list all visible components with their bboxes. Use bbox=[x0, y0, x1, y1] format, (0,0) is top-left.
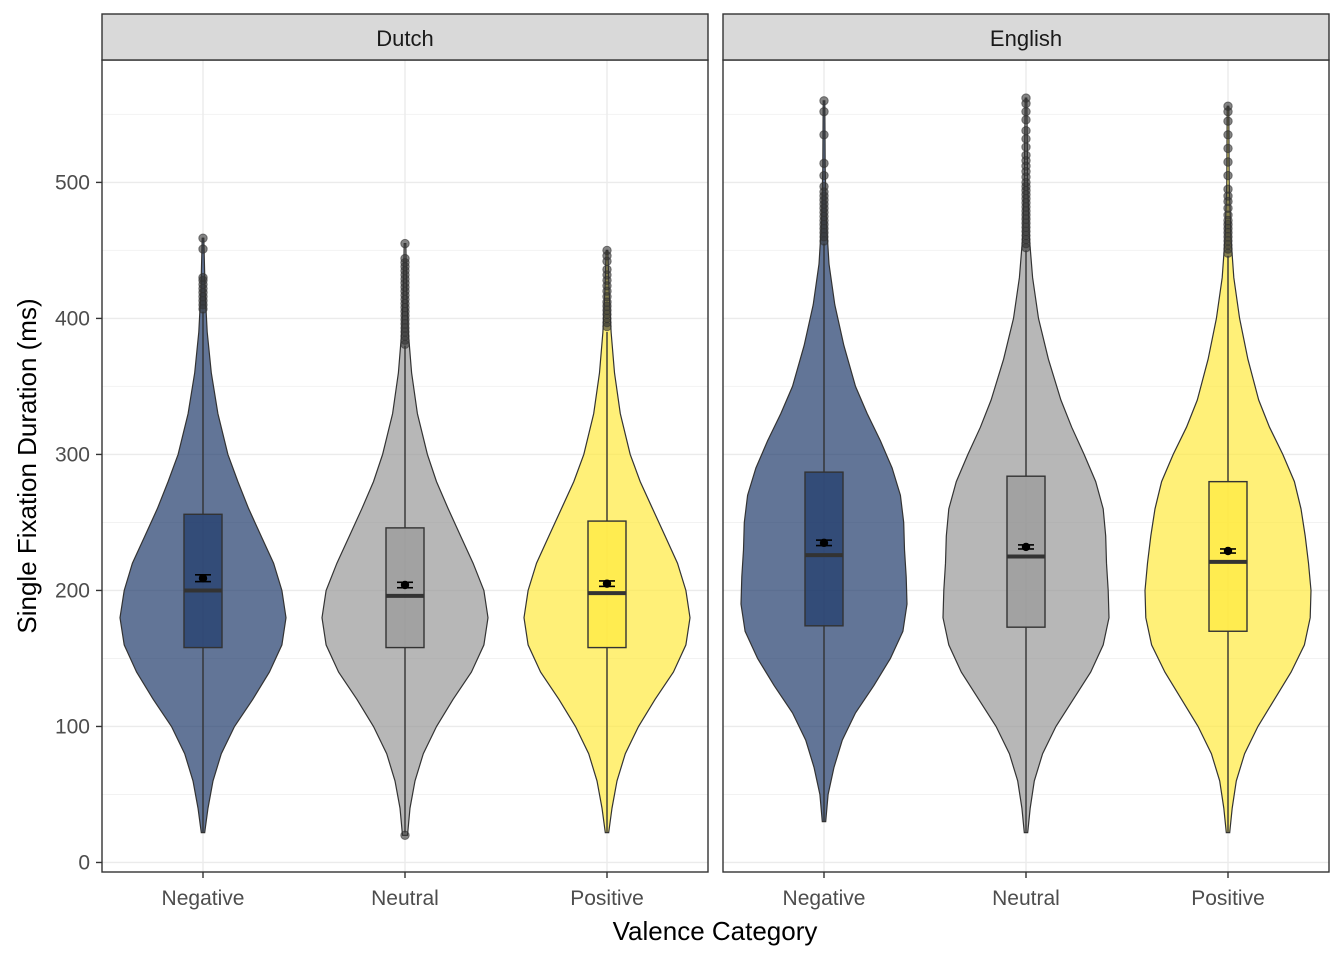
outlier-point bbox=[1223, 184, 1233, 194]
y-tick-label: 400 bbox=[55, 307, 90, 330]
strip-label: Dutch bbox=[376, 26, 433, 51]
outlier-point bbox=[819, 170, 829, 181]
outlier-point bbox=[1223, 143, 1233, 154]
outlier-point bbox=[198, 244, 208, 254]
box bbox=[1006, 475, 1046, 628]
outlier-point bbox=[1021, 93, 1031, 103]
panel-english: English bbox=[722, 13, 1330, 873]
y-tick-label: 100 bbox=[55, 715, 90, 738]
panel-dutch: Dutch bbox=[101, 13, 709, 873]
violin-group-neutral bbox=[942, 93, 1110, 834]
outlier-point bbox=[1223, 116, 1233, 126]
mean-point bbox=[1223, 546, 1233, 556]
outlier-point bbox=[1223, 170, 1233, 181]
outlier-point bbox=[1021, 115, 1031, 125]
violin-group-neutral bbox=[321, 238, 489, 840]
x-tick-label: Neutral bbox=[371, 887, 439, 910]
mean-point bbox=[602, 579, 612, 588]
violins bbox=[740, 93, 1312, 834]
x-axis: Negative Neutral Positive Negative Neutral Po… bbox=[162, 872, 1265, 910]
outlier-point bbox=[602, 245, 612, 256]
y-tick-label: 500 bbox=[55, 171, 90, 194]
violin-group-positive bbox=[523, 245, 691, 834]
outlier-point bbox=[400, 830, 410, 840]
violin-group-negative bbox=[740, 96, 908, 823]
outlier-point bbox=[819, 106, 829, 117]
outlier-point bbox=[819, 181, 829, 192]
outlier-point bbox=[1021, 126, 1031, 136]
outlier-point bbox=[819, 130, 829, 140]
y-axis: 0 100 200 300 400 500 bbox=[55, 171, 102, 874]
outlier-point bbox=[400, 238, 410, 249]
x-tick-label: Negative bbox=[783, 887, 866, 910]
strip-background bbox=[101, 13, 709, 61]
outlier-point bbox=[400, 253, 410, 264]
mean-point bbox=[400, 580, 410, 590]
outlier-point bbox=[1021, 134, 1031, 144]
violins bbox=[119, 233, 691, 840]
box bbox=[1208, 480, 1248, 632]
outlier-point bbox=[198, 272, 208, 283]
mean-point bbox=[1021, 542, 1031, 552]
x-axis-title: Valence Category bbox=[613, 916, 818, 946]
mean-point bbox=[198, 574, 208, 583]
box bbox=[804, 471, 844, 627]
outlier-point bbox=[198, 233, 208, 243]
outlier-point bbox=[602, 264, 612, 275]
violin-group-negative bbox=[119, 233, 287, 834]
outlier-point bbox=[1223, 157, 1233, 167]
y-tick-label: 200 bbox=[55, 579, 90, 602]
outlier-point bbox=[819, 158, 829, 169]
outlier-point bbox=[1223, 101, 1233, 111]
x-tick-label: Positive bbox=[1191, 887, 1265, 910]
outlier-point bbox=[819, 96, 829, 106]
y-axis-title: Single Fixation Duration (ms) bbox=[12, 298, 42, 633]
outlier-point bbox=[1223, 130, 1233, 140]
outlier-point bbox=[1021, 106, 1031, 117]
outlier-point bbox=[1021, 142, 1031, 152]
mean-point bbox=[819, 538, 829, 548]
strip-label: English bbox=[990, 26, 1062, 51]
strip-background bbox=[722, 13, 1330, 61]
x-tick-label: Neutral bbox=[992, 887, 1060, 910]
outlier-point bbox=[1021, 150, 1031, 160]
violin-group-positive bbox=[1144, 101, 1312, 834]
y-tick-label: 300 bbox=[55, 443, 90, 466]
y-tick-label: 0 bbox=[78, 851, 90, 874]
x-tick-label: Positive bbox=[570, 887, 644, 910]
x-tick-label: Negative bbox=[162, 887, 245, 910]
